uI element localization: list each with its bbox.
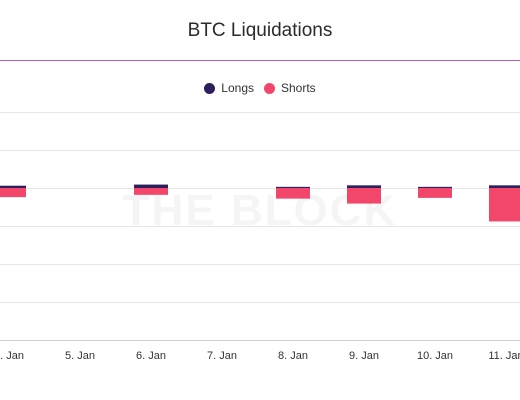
bar-longs xyxy=(0,185,26,188)
bar-longs xyxy=(418,186,452,188)
x-tick-label: 9. Jan xyxy=(349,350,379,362)
legend-label-longs: Longs xyxy=(221,81,254,95)
bar-shorts xyxy=(489,188,520,222)
x-tick-label: 4. Jan xyxy=(0,350,24,362)
legend-item-shorts[interactable]: Shorts xyxy=(264,81,316,95)
legend-marker-longs xyxy=(204,82,216,94)
title-divider xyxy=(0,60,520,61)
bar-shorts xyxy=(0,188,26,198)
x-tick-label: 8. Jan xyxy=(278,350,308,362)
bar-shorts xyxy=(134,188,168,195)
legend-label-shorts: Shorts xyxy=(281,81,316,95)
bar-shorts xyxy=(276,188,310,199)
x-tick-label: 5. Jan xyxy=(65,350,95,362)
bar-longs xyxy=(347,185,381,188)
bar-shorts xyxy=(347,188,381,204)
legend: Longs Shorts xyxy=(0,81,520,95)
x-tick-label: 6. Jan xyxy=(136,350,166,362)
x-tick-label: 11. Jan xyxy=(488,350,520,362)
bar-longs xyxy=(276,186,310,188)
bar-shorts xyxy=(418,188,452,198)
legend-marker-shorts xyxy=(264,82,275,94)
chart-title: BTC Liquidations xyxy=(187,20,333,41)
bar-longs xyxy=(489,185,520,188)
legend-item-longs[interactable]: Longs xyxy=(204,81,254,95)
x-tick-label: 10. Jan xyxy=(417,350,453,362)
x-tick-label: 7. Jan xyxy=(207,350,237,362)
bar-longs xyxy=(134,184,168,188)
